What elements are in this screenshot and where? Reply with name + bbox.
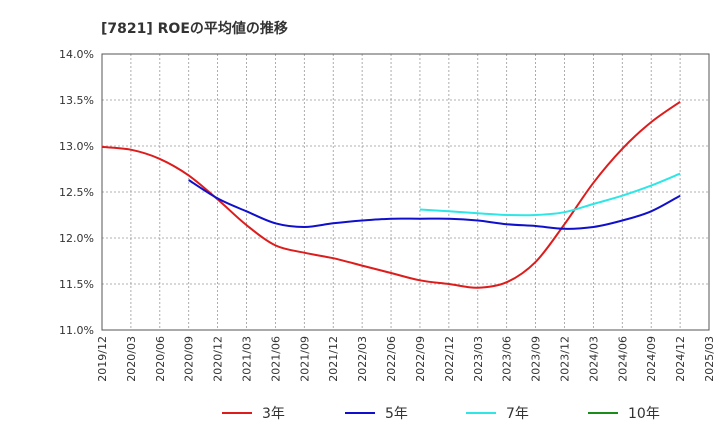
- x-tick-label: 2020/06: [154, 336, 167, 382]
- grid: [102, 54, 709, 330]
- y-tick-label: 11.0%: [59, 324, 94, 337]
- y-tick-label: 13.5%: [59, 94, 94, 107]
- x-tick-label: 2025/03: [703, 336, 716, 382]
- series-lines: [101, 100, 681, 289]
- x-tick-label: 2021/09: [298, 336, 311, 382]
- x-tick-label: 2023/09: [530, 336, 543, 382]
- series-line-0: [101, 100, 681, 289]
- legend-label-1: 5年: [385, 406, 408, 422]
- x-tick-label: 2022/12: [443, 336, 456, 382]
- x-tick-label: 2024/03: [587, 336, 600, 382]
- y-tick-label: 11.5%: [59, 278, 94, 291]
- y-tick-label: 12.5%: [59, 186, 94, 199]
- x-tick-label: 2020/03: [125, 336, 138, 382]
- plot-area-border: [101, 53, 710, 331]
- x-axis: 2019/12 2020/03 2020/06 2020/09 2020/12 2021/…: [96, 336, 716, 382]
- legend-label-2: 7年: [506, 406, 529, 422]
- x-tick-label: 2019/12: [96, 336, 109, 382]
- y-tick-label: 14.0%: [59, 48, 94, 61]
- chart-title: [7821] ROEの平均値の推移: [101, 20, 288, 37]
- series-line-2: [419, 172, 681, 217]
- x-tick-label: 2022/06: [385, 336, 398, 382]
- x-tick-label: 2023/06: [501, 336, 514, 382]
- x-tick-label: 2024/06: [616, 336, 629, 382]
- legend[interactable]: 3年 5年 7年 10年: [222, 406, 660, 422]
- x-tick-label: 2021/06: [269, 336, 282, 382]
- x-tick-label: 2022/09: [414, 336, 427, 382]
- x-tick-label: 2022/03: [356, 336, 369, 382]
- x-tick-label: 2020/09: [183, 336, 196, 382]
- x-tick-label: 2021/12: [327, 336, 340, 382]
- x-tick-label: 2024/12: [674, 336, 687, 382]
- y-tick-label: 13.0%: [59, 140, 94, 153]
- x-tick-label: 2021/03: [241, 336, 254, 382]
- x-tick-label: 2024/09: [645, 336, 658, 382]
- legend-label-0: 3年: [262, 406, 285, 422]
- x-tick-label: 2020/12: [212, 336, 225, 382]
- x-tick-label: 2023/03: [472, 336, 485, 382]
- x-tick-label: 2023/12: [558, 336, 571, 382]
- series-line-1: [188, 179, 681, 230]
- y-axis: 11.0% 11.5% 12.0% 12.5% 13.0% 13.5% 14.0%: [59, 48, 94, 337]
- y-tick-label: 12.0%: [59, 232, 94, 245]
- legend-label-3: 10年: [628, 406, 660, 422]
